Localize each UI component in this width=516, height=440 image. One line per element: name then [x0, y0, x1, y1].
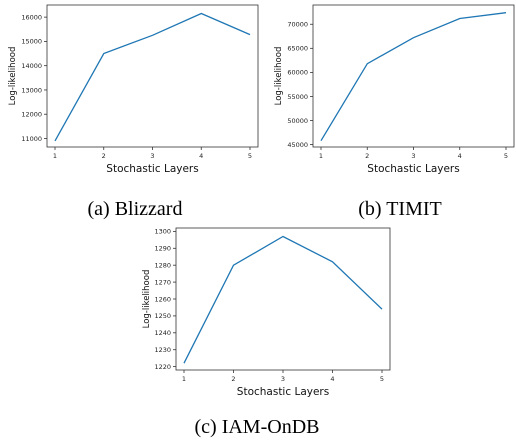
chart-panel-1: 1 2 3 4 5 11000 12000 13000 14000 15000 16000 Stoch…	[8, 4, 259, 220]
x-tick-label: 5	[504, 152, 508, 160]
y-tick-label: 1260	[154, 295, 171, 303]
y-tick-label: 1250	[154, 312, 171, 320]
y-tick-label: 55000	[287, 93, 308, 101]
y-tick-label: 50000	[287, 117, 308, 125]
y-axis-label: Log-likelihood	[8, 47, 18, 106]
y-axis-label: Log-likelihood	[142, 270, 152, 329]
y-tick-label: 14000	[21, 62, 42, 70]
y-tick-label: 1230	[154, 346, 171, 354]
y-axis-label: Log-likelihood	[274, 47, 284, 106]
y-tick-label: 1270	[154, 278, 171, 286]
series-line-1	[183, 235, 383, 364]
x-tick-label: 2	[102, 152, 106, 160]
x-tick-label: 3	[411, 152, 415, 160]
y-tick-label: 11000	[21, 135, 42, 143]
series-line-1	[54, 12, 251, 142]
plot-frame	[46, 4, 259, 148]
y-tick-label: 1290	[154, 245, 171, 253]
y-tick-label: 12000	[21, 111, 42, 119]
x-tick-label: 4	[330, 375, 334, 383]
plot-frame	[312, 4, 515, 148]
x-tick-label: 1	[319, 152, 323, 160]
chart-panel-3: 1 2 3 4 5 1220 1230 1240 1250 1260 1270 1280 1290 130…	[142, 227, 391, 438]
y-tick-label: 65000	[287, 45, 308, 53]
y-tick-label: 16000	[21, 13, 42, 21]
chart-panel-2: 1 2 3 4 5 45000 50000 55000 60000 65000 70000 Stoch…	[274, 4, 515, 220]
figure-caption: (b) TIMIT	[358, 198, 442, 220]
x-tick-label: 4	[458, 152, 462, 160]
x-axis-label: Stochastic Layers	[237, 386, 329, 398]
y-tick-label: 1280	[154, 261, 171, 269]
plot-frame	[175, 227, 391, 371]
y-tick-label: 1240	[154, 329, 171, 337]
x-tick-label: 2	[365, 152, 369, 160]
y-tick-label: 1300	[154, 228, 171, 236]
x-tick-label: 1	[182, 375, 186, 383]
y-tick-label: 15000	[21, 38, 42, 46]
x-tick-label: 5	[380, 375, 384, 383]
x-tick-label: 1	[53, 152, 57, 160]
series-line-1	[320, 12, 507, 142]
figure-caption: (a) Blizzard	[88, 198, 183, 220]
y-tick-label: 1220	[154, 363, 171, 371]
x-tick-label: 3	[281, 375, 285, 383]
y-tick-label: 70000	[287, 21, 308, 29]
x-axis-label: Stochastic Layers	[367, 163, 459, 175]
x-tick-label: 4	[199, 152, 203, 160]
y-tick-label: 13000	[21, 86, 42, 94]
x-tick-label: 2	[231, 375, 235, 383]
x-tick-label: 3	[150, 152, 154, 160]
x-tick-label: 5	[248, 152, 252, 160]
y-tick-label: 45000	[287, 141, 308, 149]
figure-caption: (c) IAM-OnDB	[195, 416, 320, 438]
y-tick-label: 60000	[287, 69, 308, 77]
x-axis-label: Stochastic Layers	[106, 163, 198, 175]
